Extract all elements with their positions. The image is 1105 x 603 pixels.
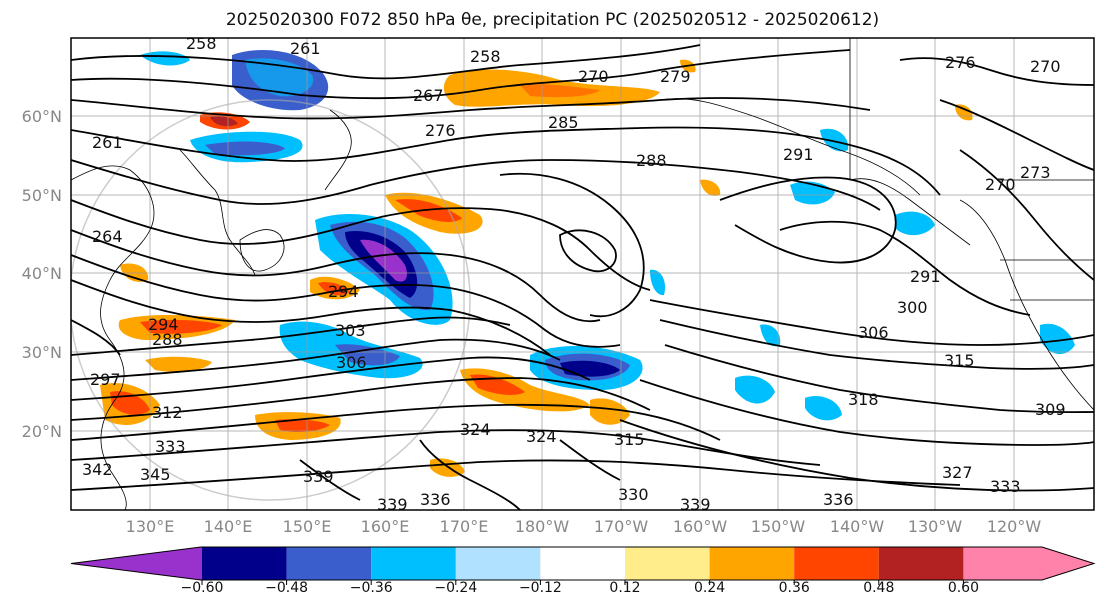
contour-label: 270 — [1030, 57, 1061, 76]
lat-label: 40°N — [22, 264, 62, 283]
colorbar-tick-label: 0.60 — [948, 580, 979, 596]
lon-label: 140°E — [204, 517, 253, 536]
colorbar-segment — [963, 547, 1094, 580]
lat-label: 30°N — [22, 343, 62, 362]
contour-label: 273 — [1020, 163, 1051, 182]
contour-label: 330 — [618, 485, 649, 504]
contour-label: 333 — [990, 477, 1021, 496]
precip-negative-shading — [140, 50, 1075, 421]
lon-label: 120°W — [987, 517, 1042, 536]
precip-positive-shading — [100, 59, 973, 477]
map-panel: 258 261 258 270 279 276 270 267 276 285 … — [71, 34, 1094, 514]
contour-label: 291 — [910, 267, 941, 286]
lon-label: 160°W — [673, 517, 728, 536]
colorbar-tick-label: −0.24 — [434, 580, 477, 596]
lon-label: 150°W — [751, 517, 806, 536]
colorbar-segment — [455, 547, 541, 580]
contour-label: 327 — [942, 463, 973, 482]
contour-label: 276 — [945, 53, 976, 72]
figure-title: 2025020300 F072 850 hPa θe, precipitatio… — [225, 10, 880, 30]
contour-label: 306 — [858, 323, 889, 342]
lon-labels: 130°E 140°E 150°E 160°E 170°E 180°W 170°… — [126, 517, 1042, 536]
contour-label: 336 — [420, 490, 451, 509]
contour-label: 270 — [578, 67, 609, 86]
contour-label: 279 — [660, 67, 691, 86]
contour-label: 294 — [328, 282, 359, 301]
colorbar-segment — [709, 547, 795, 580]
contour-label: 324 — [460, 420, 491, 439]
contour-label: 336 — [823, 490, 854, 509]
contour-label: 285 — [548, 113, 579, 132]
contour-label: 318 — [848, 390, 879, 409]
contour-label: 324 — [526, 427, 557, 446]
contour-label: 333 — [155, 437, 186, 456]
theta-e-contours — [71, 44, 1094, 510]
contour-label: 339 — [303, 467, 334, 486]
contour-label: 339 — [377, 495, 408, 514]
colorbar-segment — [878, 547, 964, 580]
colorbar-tick-label: 0.48 — [863, 580, 894, 596]
contour-label: 312 — [152, 403, 183, 422]
contour-label: 291 — [783, 145, 814, 164]
contour-label: 264 — [92, 227, 123, 246]
colorbar-segment — [202, 547, 287, 580]
colorbar: −0.60 −0.48 −0.36 −0.24 −0.12 0.12 0.24 0.36 0.4… — [70, 546, 1096, 596]
colorbar-segment — [286, 547, 372, 580]
colorbar-tick-label: 0.24 — [694, 580, 725, 596]
colorbar-tick-label: −0.36 — [350, 580, 393, 596]
colorbar-tick-label: −0.48 — [265, 580, 308, 596]
contour-label: 261 — [290, 39, 321, 58]
contour-label: 342 — [82, 460, 113, 479]
contour-label: 261 — [92, 133, 123, 152]
contour-label: 288 — [152, 330, 183, 349]
colorbar-segment — [540, 547, 625, 580]
contour-label: 315 — [944, 351, 975, 370]
lat-label: 20°N — [22, 422, 62, 441]
contour-label-group: 258 261 258 270 279 276 270 267 276 285 … — [82, 34, 1066, 514]
contour-label: 288 — [636, 151, 667, 170]
colorbar-segment — [371, 547, 456, 580]
colorbar-segment — [794, 547, 879, 580]
lon-label: 130°W — [908, 517, 963, 536]
contour-label: 276 — [425, 121, 456, 140]
coastlines — [71, 38, 1094, 510]
lat-label: 60°N — [22, 107, 62, 126]
contour-label: 306 — [336, 353, 367, 372]
contour-label: 258 — [186, 34, 217, 53]
contour-label: 315 — [614, 430, 645, 449]
lon-label: 130°E — [126, 517, 175, 536]
colorbar-tick-label: −0.60 — [181, 580, 224, 596]
colorbar-segment — [71, 547, 202, 580]
colorbar-ticks: −0.60 −0.48 −0.36 −0.24 −0.12 0.12 0.24 0.36 0.4… — [181, 580, 979, 596]
lon-label: 150°E — [283, 517, 332, 536]
lon-label: 140°W — [830, 517, 885, 536]
lon-label: 160°E — [361, 517, 410, 536]
colorbar-outline — [70, 546, 1096, 581]
lat-labels: 60°N 50°N 40°N 30°N 20°N — [22, 107, 62, 441]
lat-label: 50°N — [22, 186, 62, 205]
colorbar-tick-label: 0.12 — [609, 580, 640, 596]
contour-label: 300 — [897, 298, 928, 317]
contour-label: 294 — [148, 315, 179, 334]
contour-label: 303 — [335, 321, 366, 340]
colorbar-segment — [625, 547, 710, 580]
lon-label: 170°E — [440, 517, 489, 536]
colorbar-segments — [70, 546, 1096, 581]
colorbar-tick-label: 0.36 — [779, 580, 810, 596]
title-container: 2025020300 F072 850 hPa θe, precipitatio… — [0, 0, 1105, 36]
colorbar-tick-label: −0.12 — [519, 580, 562, 596]
contour-label: 339 — [680, 495, 711, 514]
contour-label: 258 — [470, 47, 501, 66]
contour-label: 270 — [985, 175, 1016, 194]
lon-label: 180°W — [515, 517, 570, 536]
range-ring — [71, 99, 471, 501]
contour-label: 297 — [90, 370, 121, 389]
contour-label: 345 — [140, 465, 171, 484]
lon-label: 170°W — [594, 517, 649, 536]
contour-label: 309 — [1035, 400, 1066, 419]
contour-label: 267 — [413, 86, 444, 105]
map-frame — [70, 37, 1095, 511]
